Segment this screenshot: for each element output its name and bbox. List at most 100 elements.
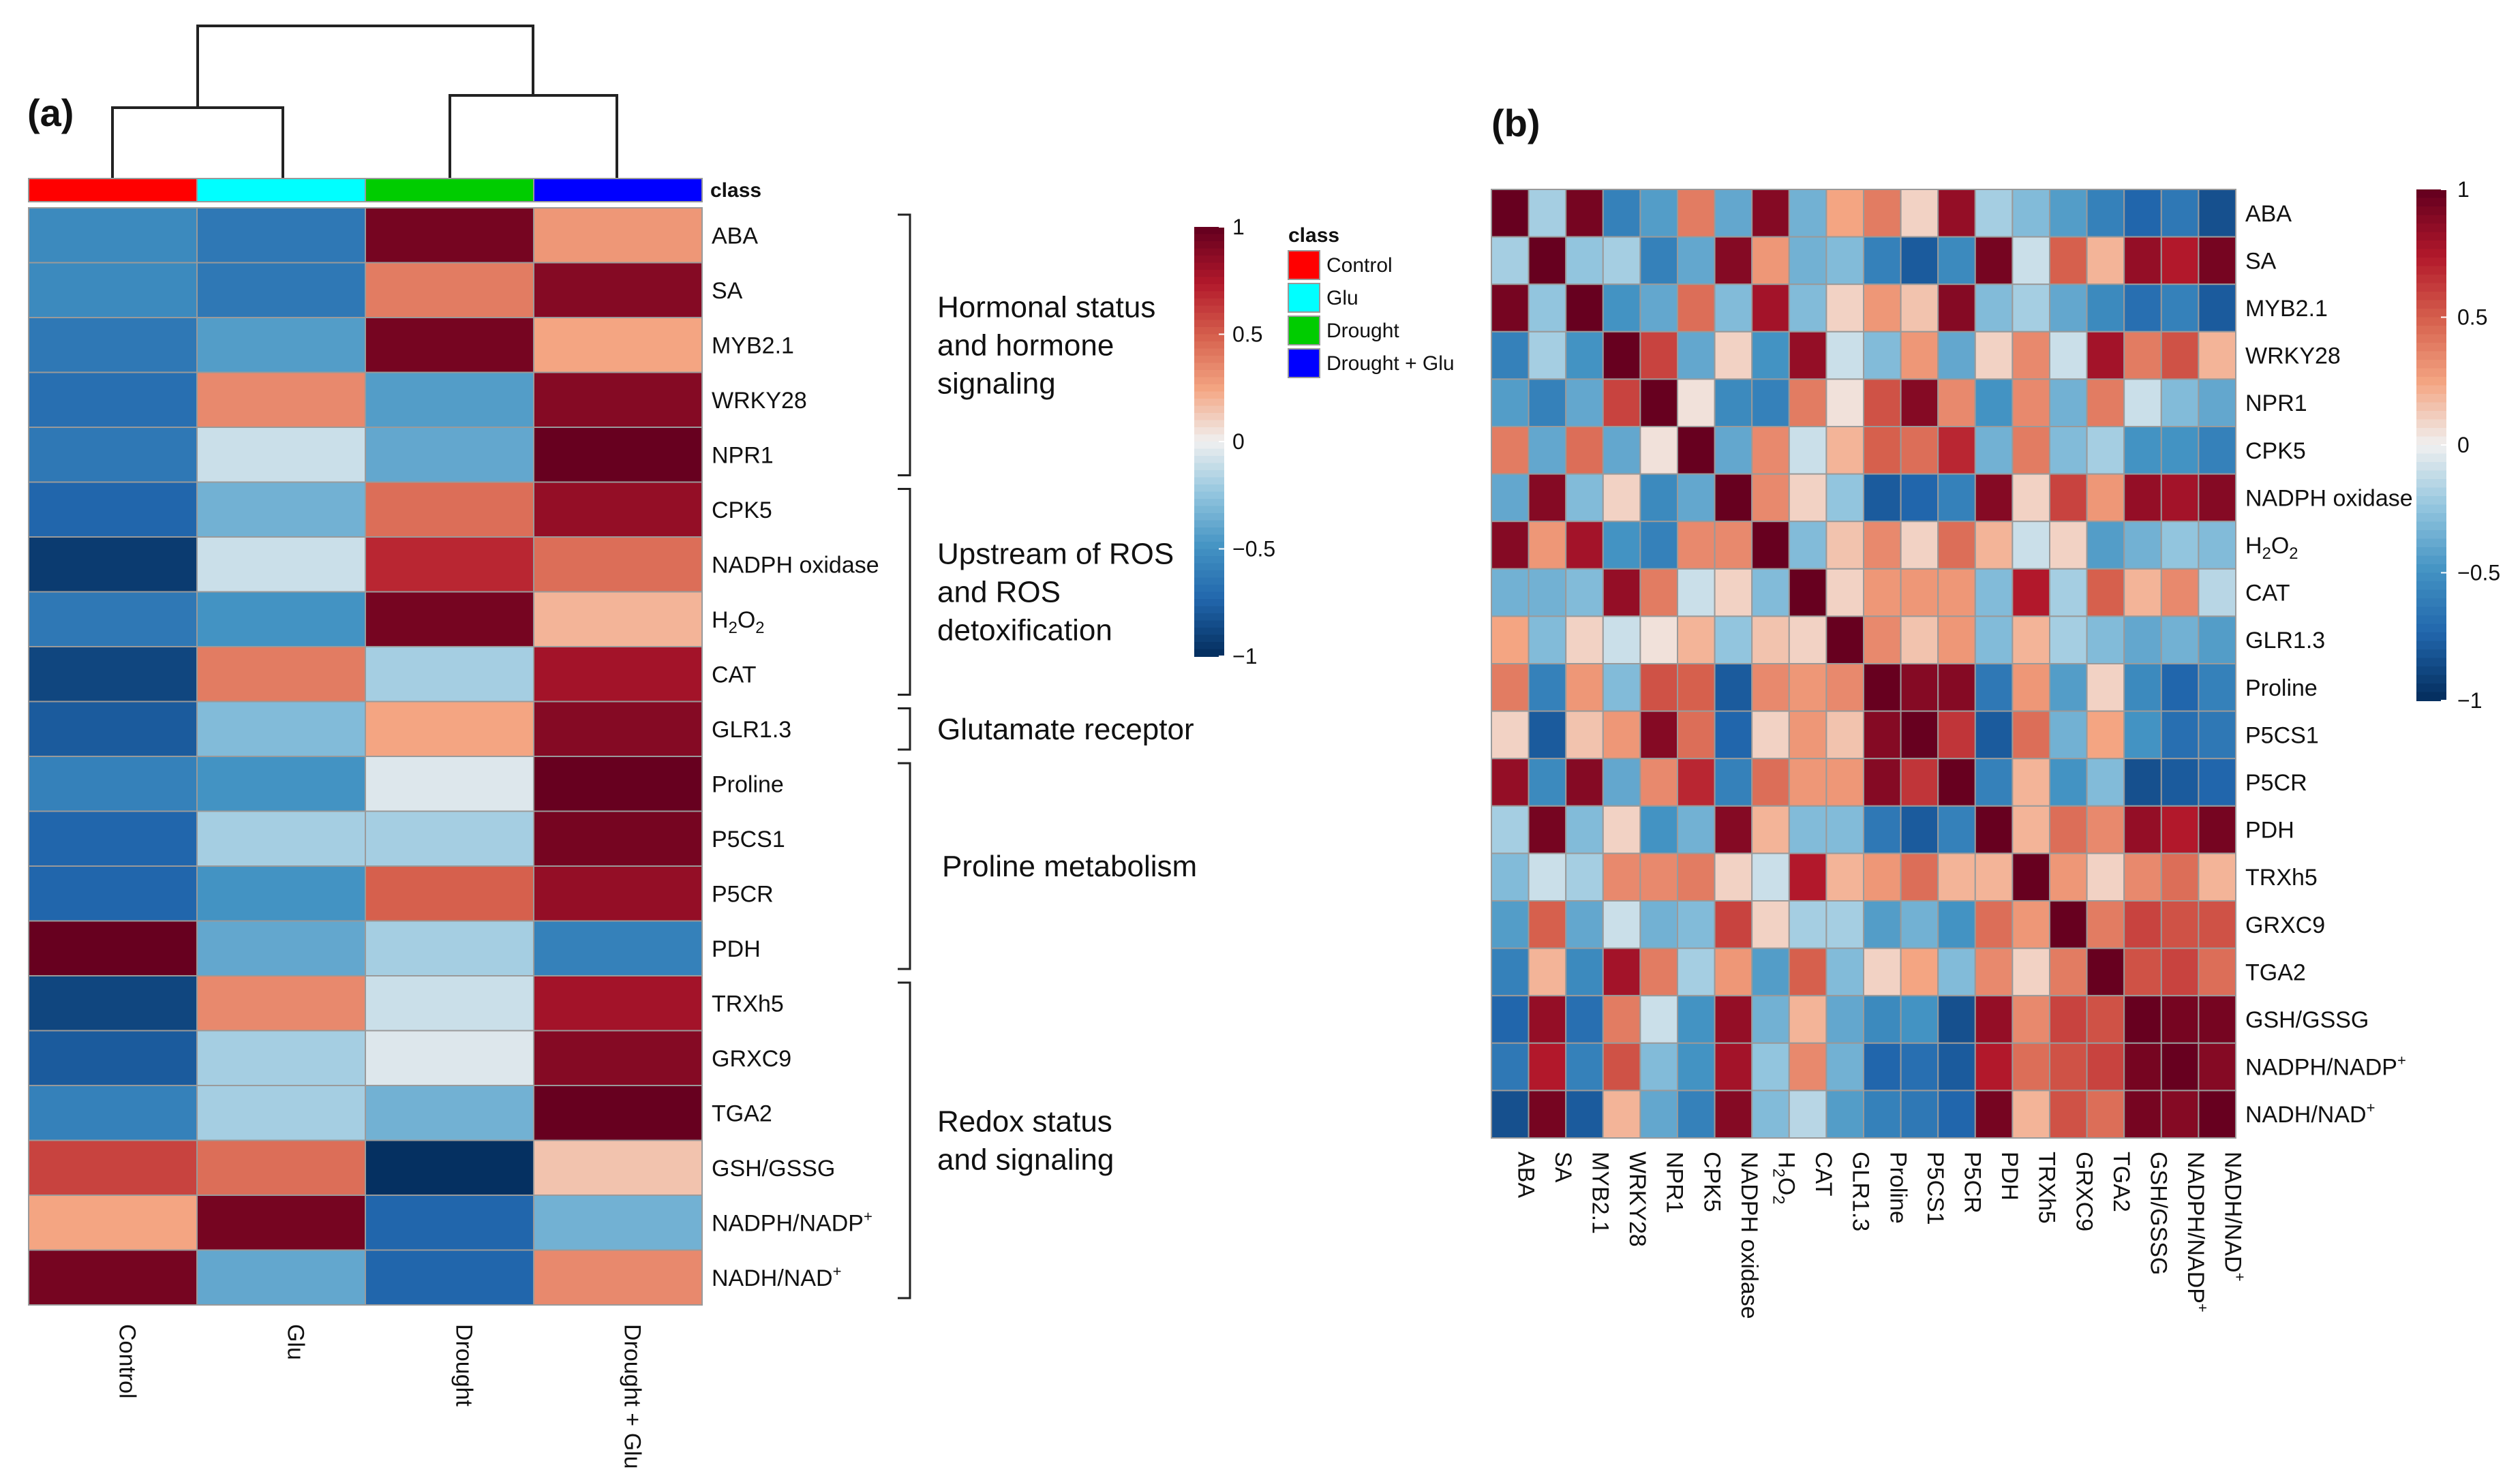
correlation-cell: [1751, 1090, 1790, 1139]
colorbar-segment: [2416, 547, 2446, 557]
correlation-cell: [1937, 568, 1976, 617]
correlation-cell: [1714, 615, 1753, 665]
panel-a: (a) class ABA SA MYB2.1 WRKY28 NPR1 CPK5 NADPH…: [27, 25, 1455, 1469]
heatmap-cell: [533, 1195, 703, 1251]
correlation-cell: [1714, 805, 1753, 855]
correlation-cell: [1974, 900, 2014, 949]
heatmap-cell: [533, 207, 703, 264]
correlation-cell: [2160, 852, 2200, 902]
correlation-cell: [2198, 283, 2236, 333]
colorbar-segment: [2416, 224, 2446, 233]
colorbar-segment: [2416, 615, 2446, 625]
correlation-cell: [1565, 236, 1604, 286]
row-label: NPR1: [712, 442, 774, 468]
correlation-row-label: H2O2: [2245, 533, 2298, 563]
correlation-cell: [1714, 1042, 1753, 1092]
correlation-cell: [1974, 710, 2014, 760]
correlation-cell: [2198, 1042, 2236, 1092]
correlation-cell: [1528, 426, 1567, 475]
correlation-cell: [2123, 852, 2162, 902]
correlation-cell: [1565, 710, 1604, 760]
heatmap-cell: [533, 1085, 703, 1141]
row-label: MYB2.1: [712, 333, 794, 358]
correlation-cell: [2160, 378, 2200, 428]
colorbar-segment: [1194, 477, 1224, 485]
correlation-cell: [1863, 1090, 1902, 1139]
heatmap-cell: [196, 920, 366, 976]
correlation-cell: [1677, 378, 1716, 428]
correlation-cell: [1900, 1090, 1939, 1139]
correlation-cell: [1602, 1042, 1641, 1092]
correlation-cell: [1751, 521, 1790, 570]
correlation-cell: [2049, 189, 2088, 238]
colorbar-tick-label: 0.5: [1232, 322, 1262, 347]
correlation-row-label: NADH/NAD+: [2245, 1099, 2375, 1128]
heatmap-cell: [533, 700, 703, 757]
correlation-cell: [1937, 710, 1976, 760]
correlation-row-label: NPR1: [2245, 390, 2307, 416]
correlation-cell: [1714, 473, 1753, 523]
panel-b-label: (b): [1491, 102, 1540, 144]
correlation-cell: [1751, 283, 1790, 333]
correlation-cell: [1491, 995, 1530, 1044]
correlation-cell: [1565, 283, 1604, 333]
correlation-column-label: TRXh5: [2034, 1152, 2060, 1224]
correlation-cell: [1974, 852, 2014, 902]
colorbar-segment: [2416, 504, 2446, 514]
correlation-cell: [1900, 473, 1939, 523]
colorbar-tick-label: −1: [1232, 644, 1257, 668]
correlation-cell: [1974, 378, 2014, 428]
correlation-cell: [1937, 947, 1976, 997]
correlation-cell: [1788, 900, 1827, 949]
correlation-cell: [1565, 758, 1604, 807]
correlation-cell: [2049, 663, 2088, 712]
heatmap-cell: [196, 371, 366, 428]
correlation-column-label: GLR1.3: [1848, 1152, 1874, 1231]
correlation-cell: [2049, 947, 2088, 997]
correlation-cell: [2086, 568, 2125, 617]
row-label: TRXh5: [712, 991, 784, 1017]
correlation-cell: [1900, 1042, 1939, 1092]
correlation-cell: [1974, 521, 2014, 570]
correlation-cell: [2123, 947, 2162, 997]
group-label: and signaling: [937, 1143, 1114, 1177]
colorbar-segment: [1194, 341, 1224, 350]
heatmap-cell: [28, 536, 198, 593]
correlation-cell: [1491, 900, 1530, 949]
colorbar-a: 1 0.5 0 −0.5 −1: [1194, 215, 1275, 668]
correlation-cell: [2049, 568, 2088, 617]
correlation-cell: [2086, 615, 2125, 665]
correlation-cell: [2123, 473, 2162, 523]
correlation-cell: [1639, 426, 1678, 475]
correlation-cell: [1825, 473, 1864, 523]
correlation-cell: [2123, 378, 2162, 428]
correlation-cell: [1491, 378, 1530, 428]
colorbar-segment: [1194, 534, 1224, 542]
heatmap-cell: [196, 536, 366, 593]
correlation-cell: [1863, 283, 1902, 333]
colorbar-segment: [2416, 275, 2446, 284]
correlation-cell: [1677, 236, 1716, 286]
correlation-cell: [1565, 521, 1604, 570]
correlation-cell: [1528, 378, 1567, 428]
colorbar-segment: [1194, 585, 1224, 593]
correlation-cell: [1788, 1042, 1827, 1092]
correlation-cell: [1825, 568, 1864, 617]
correlation-row-label: Proline: [2245, 675, 2318, 701]
correlation-cell: [1825, 189, 1864, 238]
colorbar-segment: [1194, 448, 1224, 457]
correlation-cell: [1602, 852, 1641, 902]
class-legend: class Control Glu Drought Drought + Glu: [1288, 224, 1455, 378]
correlation-cell: [1974, 615, 2014, 665]
heatmap-cell: [533, 1139, 703, 1196]
correlation-cell: [2086, 1090, 2125, 1139]
correlation-cell: [2160, 900, 2200, 949]
row-label: GRXC9: [712, 1046, 791, 1072]
correlation-cell: [1639, 283, 1678, 333]
correlation-cell: [2012, 521, 2050, 570]
colorbar-segment: [2416, 360, 2446, 369]
colorbar-segment: [2416, 411, 2446, 420]
column-label: Drought + Glu: [620, 1324, 646, 1469]
correlation-cell: [1937, 615, 1976, 665]
correlation-cell: [1677, 521, 1716, 570]
